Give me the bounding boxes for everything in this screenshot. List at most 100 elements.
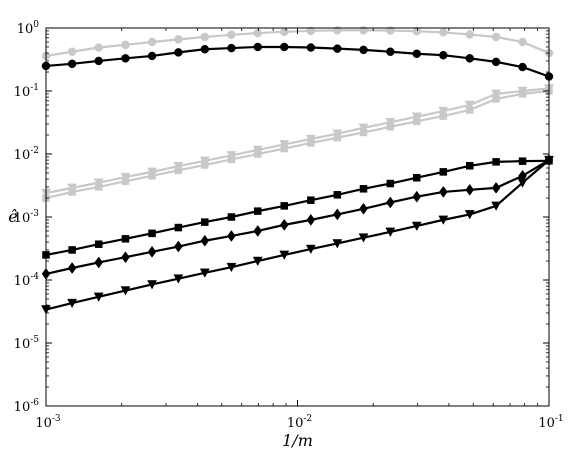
series-3-point bbox=[174, 166, 183, 175]
series-6-point bbox=[199, 268, 210, 278]
series-2-line bbox=[45, 87, 550, 195]
series-3-point bbox=[94, 183, 103, 191]
series-0-point bbox=[227, 30, 236, 40]
series-4-point bbox=[174, 223, 183, 232]
series-2-point bbox=[67, 183, 78, 193]
series-1-point bbox=[227, 43, 236, 53]
series-5-point bbox=[67, 262, 77, 274]
series-0-point bbox=[280, 27, 289, 37]
tick-label: 10-3 bbox=[35, 414, 61, 431]
series-6-point bbox=[226, 262, 237, 273]
series-5-point bbox=[147, 245, 157, 258]
series-3-point bbox=[254, 150, 262, 158]
series-6-point bbox=[358, 233, 369, 243]
series-0-point bbox=[67, 47, 77, 56]
series-5-point bbox=[386, 196, 395, 209]
tick-label: 10-5 bbox=[14, 335, 40, 352]
series-0-point bbox=[359, 26, 368, 35]
series-1-point bbox=[147, 51, 157, 61]
series-4-point bbox=[68, 246, 76, 254]
series-6-point bbox=[491, 201, 501, 211]
series-5-point bbox=[333, 208, 342, 221]
tick-label: 10-6 bbox=[14, 398, 40, 415]
series-6-point bbox=[332, 239, 343, 249]
series-0-point bbox=[94, 43, 103, 52]
series-3-point bbox=[280, 144, 289, 153]
series-6-point bbox=[120, 286, 131, 296]
series-3-point bbox=[307, 139, 315, 147]
tick-label: 10-1 bbox=[538, 414, 563, 431]
series-0-point bbox=[412, 26, 422, 36]
series-2-point bbox=[491, 89, 501, 99]
series-6-line bbox=[45, 159, 550, 311]
series-4-point bbox=[333, 191, 342, 199]
series-5-point bbox=[439, 186, 448, 198]
series-0-point bbox=[200, 32, 210, 42]
series-4-point bbox=[201, 218, 209, 226]
series-5-point bbox=[359, 202, 368, 215]
series-1-point bbox=[518, 62, 527, 72]
series-1-point bbox=[94, 56, 103, 66]
series-4-point bbox=[518, 157, 527, 165]
series-6-point bbox=[438, 215, 449, 225]
series-3-point bbox=[386, 123, 395, 131]
series-2-point bbox=[226, 151, 237, 161]
series-3-point bbox=[121, 177, 130, 185]
series-3-point bbox=[492, 95, 500, 103]
series-1-point bbox=[465, 54, 474, 63]
series-5-point bbox=[200, 234, 210, 247]
series-4-point bbox=[492, 158, 500, 166]
series-5-point bbox=[279, 218, 289, 231]
series-5-point bbox=[94, 256, 104, 269]
series-1 bbox=[41, 42, 554, 81]
series-6-point bbox=[464, 210, 475, 220]
series-6-point bbox=[305, 244, 316, 255]
series-1-point bbox=[174, 48, 183, 57]
series-4-point bbox=[307, 196, 315, 204]
series-4-point bbox=[359, 185, 368, 193]
series-2-point bbox=[411, 112, 422, 122]
series-1-point bbox=[121, 54, 130, 63]
series-0-point bbox=[465, 30, 474, 39]
series-3-point bbox=[413, 117, 421, 126]
series-3-point bbox=[227, 155, 236, 164]
series-1-point bbox=[67, 59, 77, 69]
series-2-point bbox=[385, 117, 396, 128]
series-5-point bbox=[306, 213, 316, 226]
series-2-point bbox=[252, 145, 263, 155]
series-0-point bbox=[518, 37, 527, 47]
series-1-point bbox=[306, 43, 316, 52]
series-4-point bbox=[439, 168, 448, 176]
series-2 bbox=[41, 84, 554, 199]
series-5-point bbox=[174, 240, 183, 253]
series-1-point bbox=[412, 49, 422, 59]
series-2-point bbox=[438, 106, 449, 117]
series-6-point bbox=[279, 250, 290, 260]
series-4-point bbox=[465, 162, 474, 170]
series-5-line bbox=[45, 159, 550, 275]
series-2-point bbox=[279, 140, 290, 150]
series-6-point bbox=[252, 256, 263, 267]
series-2-point bbox=[120, 172, 131, 183]
series-6-point bbox=[173, 274, 184, 284]
series-1-point bbox=[386, 47, 395, 56]
series-1-point bbox=[253, 42, 263, 52]
series-6-point bbox=[147, 280, 157, 290]
series-2-point bbox=[199, 156, 210, 166]
series-4-point bbox=[94, 240, 103, 248]
series-3-point bbox=[68, 188, 76, 196]
x-axis-label: 1/m bbox=[282, 431, 313, 450]
series-1-point bbox=[200, 44, 210, 54]
series-4-point bbox=[254, 207, 262, 215]
series-4-point bbox=[280, 202, 289, 210]
series-3 bbox=[42, 87, 553, 202]
series-0-point bbox=[174, 35, 183, 44]
series-layer bbox=[41, 26, 554, 315]
series-3-point bbox=[465, 106, 474, 114]
series-3-point bbox=[359, 128, 368, 137]
series-0-point bbox=[386, 26, 395, 35]
ticks-layer: 10-3 10-2 10-1 10-6 10-5 10-4 10-3 10-2 10-1 100 bbox=[14, 20, 564, 431]
series-6 bbox=[41, 155, 554, 315]
series-2-point bbox=[93, 178, 104, 188]
tick-label: 10-1 bbox=[14, 83, 39, 100]
